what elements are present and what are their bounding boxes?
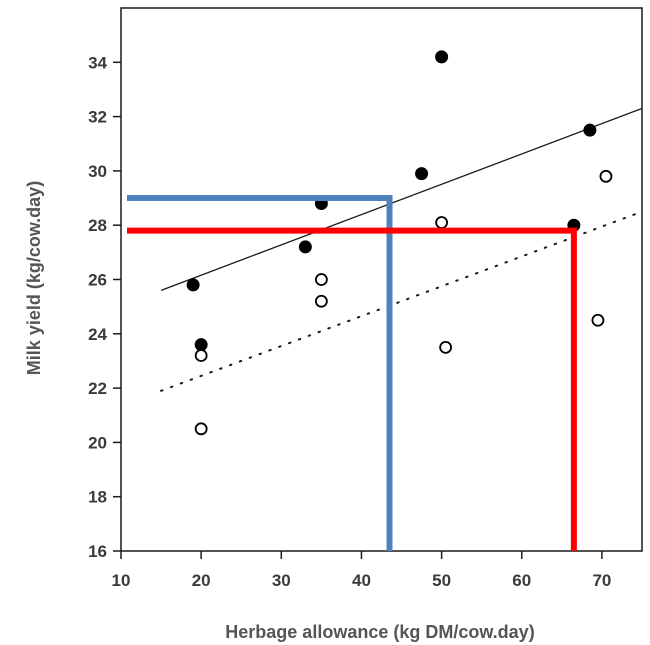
open-data-point bbox=[194, 349, 208, 362]
filled-data-point bbox=[194, 338, 208, 352]
open-data-point bbox=[439, 340, 453, 354]
filled-data-point bbox=[298, 240, 312, 254]
x-tick-label: 70 bbox=[592, 571, 611, 590]
open-data-point bbox=[194, 422, 208, 436]
y-tick-label: 28 bbox=[88, 216, 107, 235]
y-tick-label: 32 bbox=[88, 108, 107, 127]
filled-data-point bbox=[415, 167, 429, 181]
open-data-point bbox=[591, 313, 605, 327]
filled-data-point bbox=[583, 123, 597, 137]
x-tick-label: 30 bbox=[272, 571, 291, 590]
y-tick-label: 24 bbox=[88, 325, 107, 344]
plot-area bbox=[120, 7, 643, 552]
reference-lines bbox=[127, 195, 577, 551]
y-tick-label: 34 bbox=[88, 53, 107, 72]
open-data-point bbox=[599, 169, 613, 183]
dotted-trend-line bbox=[160, 210, 643, 392]
trend-lines bbox=[160, 107, 643, 392]
reference-line bbox=[127, 227, 577, 551]
y-tick-label: 22 bbox=[88, 379, 107, 398]
open-data-point bbox=[435, 216, 449, 229]
y-tick-label: 26 bbox=[88, 271, 107, 290]
x-tick-label: 40 bbox=[352, 571, 371, 590]
x-tick-label: 60 bbox=[512, 571, 531, 590]
open-data-point bbox=[314, 294, 328, 308]
y-axis: 16 18 20 22 24 26 28 30 32 34 bbox=[88, 53, 121, 561]
reference-line bbox=[127, 195, 393, 551]
x-tick-label: 10 bbox=[112, 571, 131, 590]
y-tick-label: 16 bbox=[88, 542, 107, 561]
filled-data-point bbox=[186, 278, 200, 292]
filled-data-point bbox=[435, 50, 449, 64]
y-tick-label: 20 bbox=[88, 433, 107, 452]
x-tick-label: 20 bbox=[192, 571, 211, 590]
x-tick-label: 50 bbox=[432, 571, 451, 590]
open-data-point bbox=[314, 273, 328, 286]
y-tick-label: 18 bbox=[88, 488, 107, 507]
x-axis: 10 20 30 40 50 60 70 bbox=[112, 551, 611, 590]
solid-trend-line bbox=[160, 107, 643, 291]
x-axis-label: Herbage allowance (kg DM/cow.day) bbox=[225, 622, 534, 642]
y-axis-label: Milk yield (kg/cow.day) bbox=[24, 181, 44, 375]
y-tick-label: 30 bbox=[88, 162, 107, 181]
